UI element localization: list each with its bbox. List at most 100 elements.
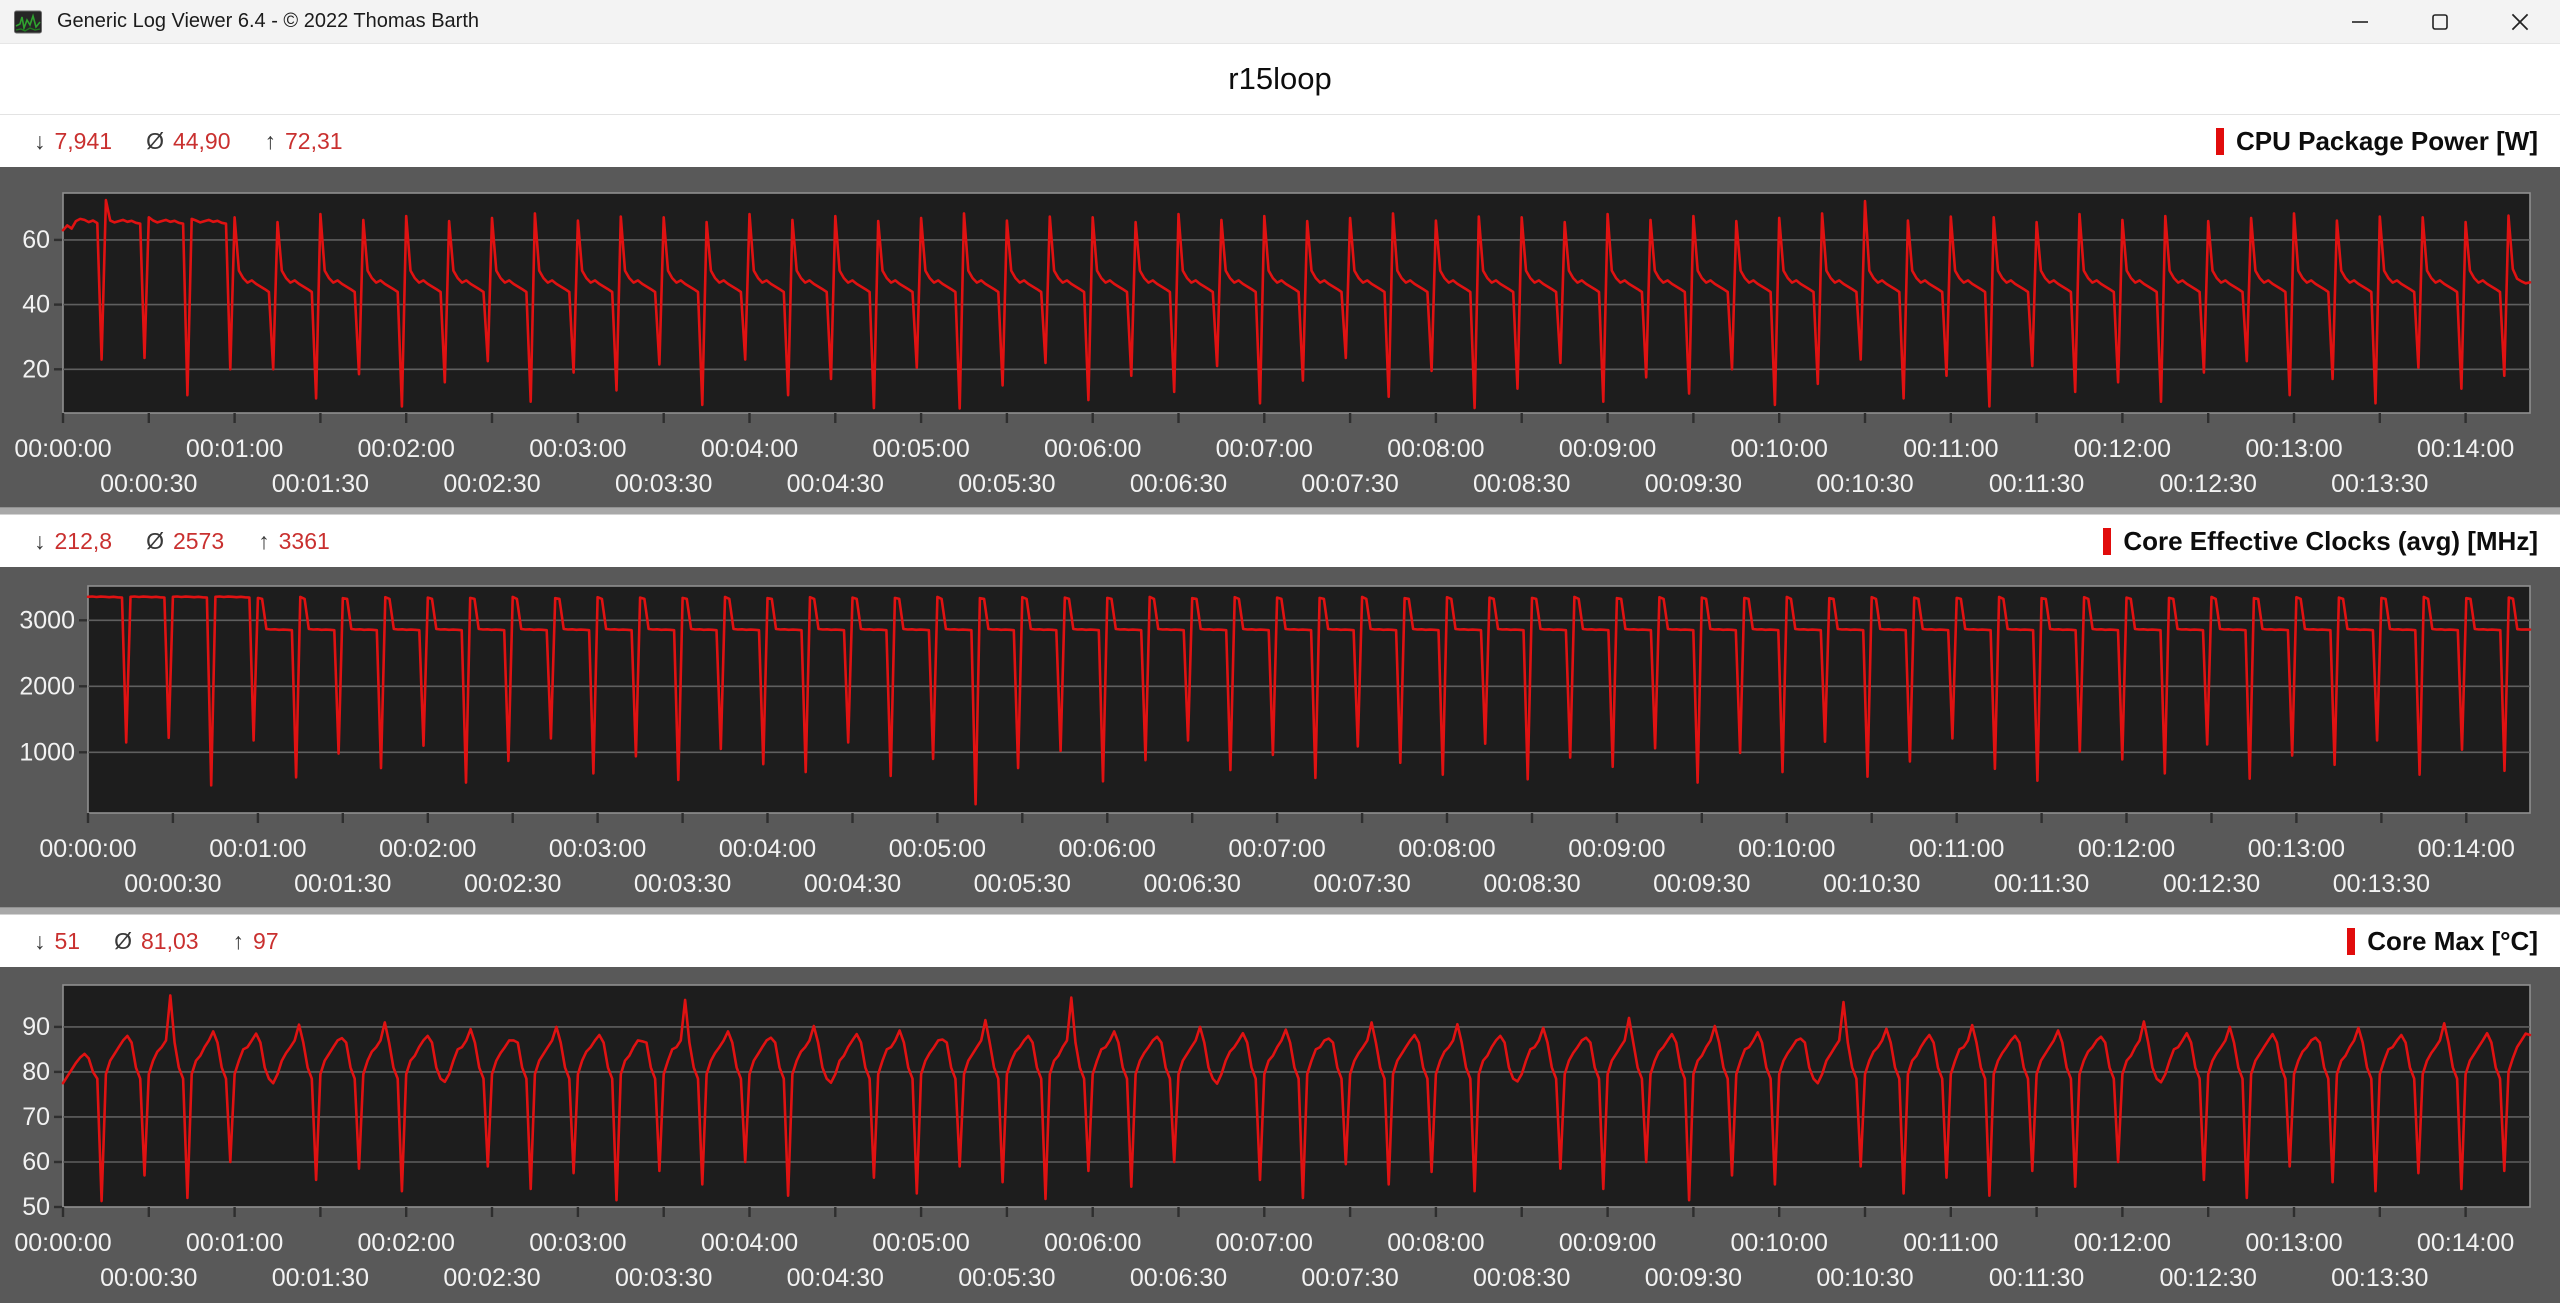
x-label-bottom: 00:12:30 — [2160, 470, 2257, 498]
x-label-top: 00:03:00 — [529, 435, 626, 463]
x-label-top: 00:09:00 — [1568, 835, 1665, 863]
x-label-bottom: 00:05:30 — [974, 870, 1071, 898]
series-name: CPU Package Power [W] — [2236, 125, 2538, 156]
x-label-top: 00:09:00 — [1559, 1229, 1656, 1257]
x-label-bottom: 00:01:30 — [272, 470, 369, 498]
stat-min-value: 51 — [54, 927, 81, 954]
y-tick-label: 60 — [22, 226, 50, 254]
x-label-top: 00:13:00 — [2245, 1229, 2342, 1257]
maximize-icon — [2432, 13, 2448, 30]
x-label-bottom: 00:03:30 — [615, 470, 712, 498]
x-label-bottom: 00:11:30 — [1994, 870, 2089, 898]
series-name: Core Effective Clocks (avg) [MHz] — [2123, 525, 2538, 556]
x-label-bottom: 00:13:30 — [2331, 470, 2428, 498]
x-label-bottom: 00:07:30 — [1301, 1264, 1398, 1292]
chart-canvas-core-max[interactable]: 50 60 70 80 90 00:00:00 00:01:00 00:02:00 00:03:… — [0, 967, 2560, 1303]
x-label-top: 00:05:00 — [872, 435, 969, 463]
chart-stats: ↓ 7,941 Ø 44,90 ↑ 72,31 — [34, 128, 377, 155]
x-label-bottom: 00:06:30 — [1130, 1264, 1227, 1292]
x-label-bottom: 00:01:30 — [272, 1264, 369, 1292]
x-label-bottom: 00:02:30 — [464, 870, 561, 898]
x-label-top: 00:06:00 — [1044, 1229, 1141, 1257]
plot-area — [62, 984, 2531, 1208]
chart-stats: ↓ 51 Ø 81,03 ↑ 97 — [34, 928, 313, 955]
x-label-top: 00:08:00 — [1387, 1229, 1484, 1257]
x-label-bottom: 00:09:30 — [1653, 870, 1750, 898]
x-label-bottom: 00:07:30 — [1301, 470, 1398, 498]
stat-max-value: 72,31 — [285, 127, 343, 154]
x-label-top: 00:11:00 — [1903, 1229, 1998, 1257]
minimize-button[interactable] — [2320, 0, 2400, 43]
y-tick-label: 70 — [22, 1103, 50, 1131]
x-label-bottom: 00:00:30 — [100, 470, 197, 498]
x-label-top: 00:07:00 — [1216, 1229, 1313, 1257]
x-label-top: 00:02:00 — [379, 835, 476, 863]
chart-section-core-effective-clocks: ↓ 212,8 Ø 2573 ↑ 3361 Core Effective Clo… — [0, 515, 2560, 907]
x-label-bottom: 00:05:30 — [958, 470, 1055, 498]
x-label-bottom: 00:10:30 — [1823, 870, 1920, 898]
stat-min: ↓ 212,8 — [34, 528, 112, 555]
x-label-bottom: 00:09:30 — [1645, 1264, 1742, 1292]
x-label-top: 00:12:00 — [2074, 435, 2171, 463]
plot-region: 20 40 60 00:00:00 00:01:00 00:02:00 00:03:00 00… — [0, 167, 2560, 507]
x-label-bottom: 00:00:30 — [124, 870, 221, 898]
x-label-top: 00:13:00 — [2245, 435, 2342, 463]
x-label-top: 00:04:00 — [701, 1229, 798, 1257]
stat-min: ↓ 7,941 — [34, 128, 112, 155]
series-label: CPU Package Power [W] — [2216, 126, 2538, 157]
x-label-bottom: 00:13:30 — [2333, 870, 2430, 898]
series-color-bar — [2347, 927, 2356, 955]
x-label-bottom: 00:10:30 — [1816, 470, 1913, 498]
x-label-bottom: 00:13:30 — [2331, 1264, 2428, 1292]
x-label-top: 00:02:00 — [358, 435, 455, 463]
y-tick-label: 2000 — [19, 672, 75, 700]
series-name: Core Max [°C] — [2367, 925, 2538, 956]
x-label-bottom: 00:08:30 — [1473, 470, 1570, 498]
x-label-bottom: 00:09:30 — [1645, 470, 1742, 498]
stat-min-value: 7,941 — [54, 127, 113, 154]
x-label-top: 00:12:00 — [2074, 1229, 2171, 1257]
x-label-bottom: 00:03:30 — [615, 1264, 712, 1292]
x-label-bottom: 00:11:30 — [1989, 1264, 2084, 1292]
average-icon: Ø — [146, 527, 164, 554]
section-splitter[interactable] — [0, 507, 2560, 515]
app-icon — [14, 10, 42, 33]
max-arrow-icon: ↑ — [232, 927, 245, 954]
x-label-top: 00:11:00 — [1903, 435, 1998, 463]
y-tick-label: 20 — [22, 355, 50, 383]
close-button[interactable] — [2480, 0, 2560, 43]
chart-canvas-cpu-package-power[interactable]: 20 40 60 00:00:00 00:01:00 00:02:00 00:03:00 00… — [0, 167, 2560, 507]
stat-avg-value: 44,90 — [172, 127, 231, 154]
x-label-bottom: 00:08:30 — [1483, 870, 1580, 898]
x-label-bottom: 00:06:30 — [1130, 470, 1227, 498]
chart-canvas-core-effective-clocks[interactable]: 1000 2000 3000 00:00:00 00:01:00 00:02:00 00:0… — [0, 567, 2560, 907]
series-line — [86, 595, 2532, 806]
stat-max: ↑ 3361 — [258, 528, 330, 555]
maximize-button[interactable] — [2400, 0, 2480, 43]
x-label-top: 00:14:00 — [2417, 435, 2514, 463]
minimize-icon — [2352, 20, 2368, 23]
y-tick-label: 3000 — [19, 606, 75, 634]
x-label-top: 00:08:00 — [1387, 435, 1484, 463]
section-splitter[interactable] — [0, 907, 2560, 915]
series-color-bar — [2103, 527, 2112, 555]
x-label-top: 00:00:00 — [14, 1229, 111, 1257]
stat-max-value: 97 — [253, 927, 279, 954]
x-label-top: 00:11:00 — [1909, 835, 2004, 863]
y-tick-label: 60 — [22, 1148, 50, 1176]
chart-section-cpu-package-power: ↓ 7,941 Ø 44,90 ↑ 72,31 CPU Package Powe… — [0, 115, 2560, 507]
x-label-top: 00:14:00 — [2418, 835, 2515, 863]
x-label-bottom: 00:05:30 — [958, 1264, 1055, 1292]
x-label-bottom: 00:03:30 — [634, 870, 731, 898]
x-label-bottom: 00:06:30 — [1144, 870, 1241, 898]
x-label-top: 00:02:00 — [358, 1229, 455, 1257]
x-label-top: 00:06:00 — [1044, 435, 1141, 463]
x-label-top: 00:01:00 — [209, 835, 306, 863]
x-label-top: 00:12:00 — [2078, 835, 2175, 863]
x-label-top: 00:14:00 — [2417, 1229, 2514, 1257]
x-label-top: 00:04:00 — [701, 435, 798, 463]
window-controls — [2320, 0, 2560, 43]
chart-stats: ↓ 212,8 Ø 2573 ↑ 3361 — [34, 528, 364, 555]
section-header: ↓ 7,941 Ø 44,90 ↑ 72,31 CPU Package Powe… — [0, 115, 2560, 167]
